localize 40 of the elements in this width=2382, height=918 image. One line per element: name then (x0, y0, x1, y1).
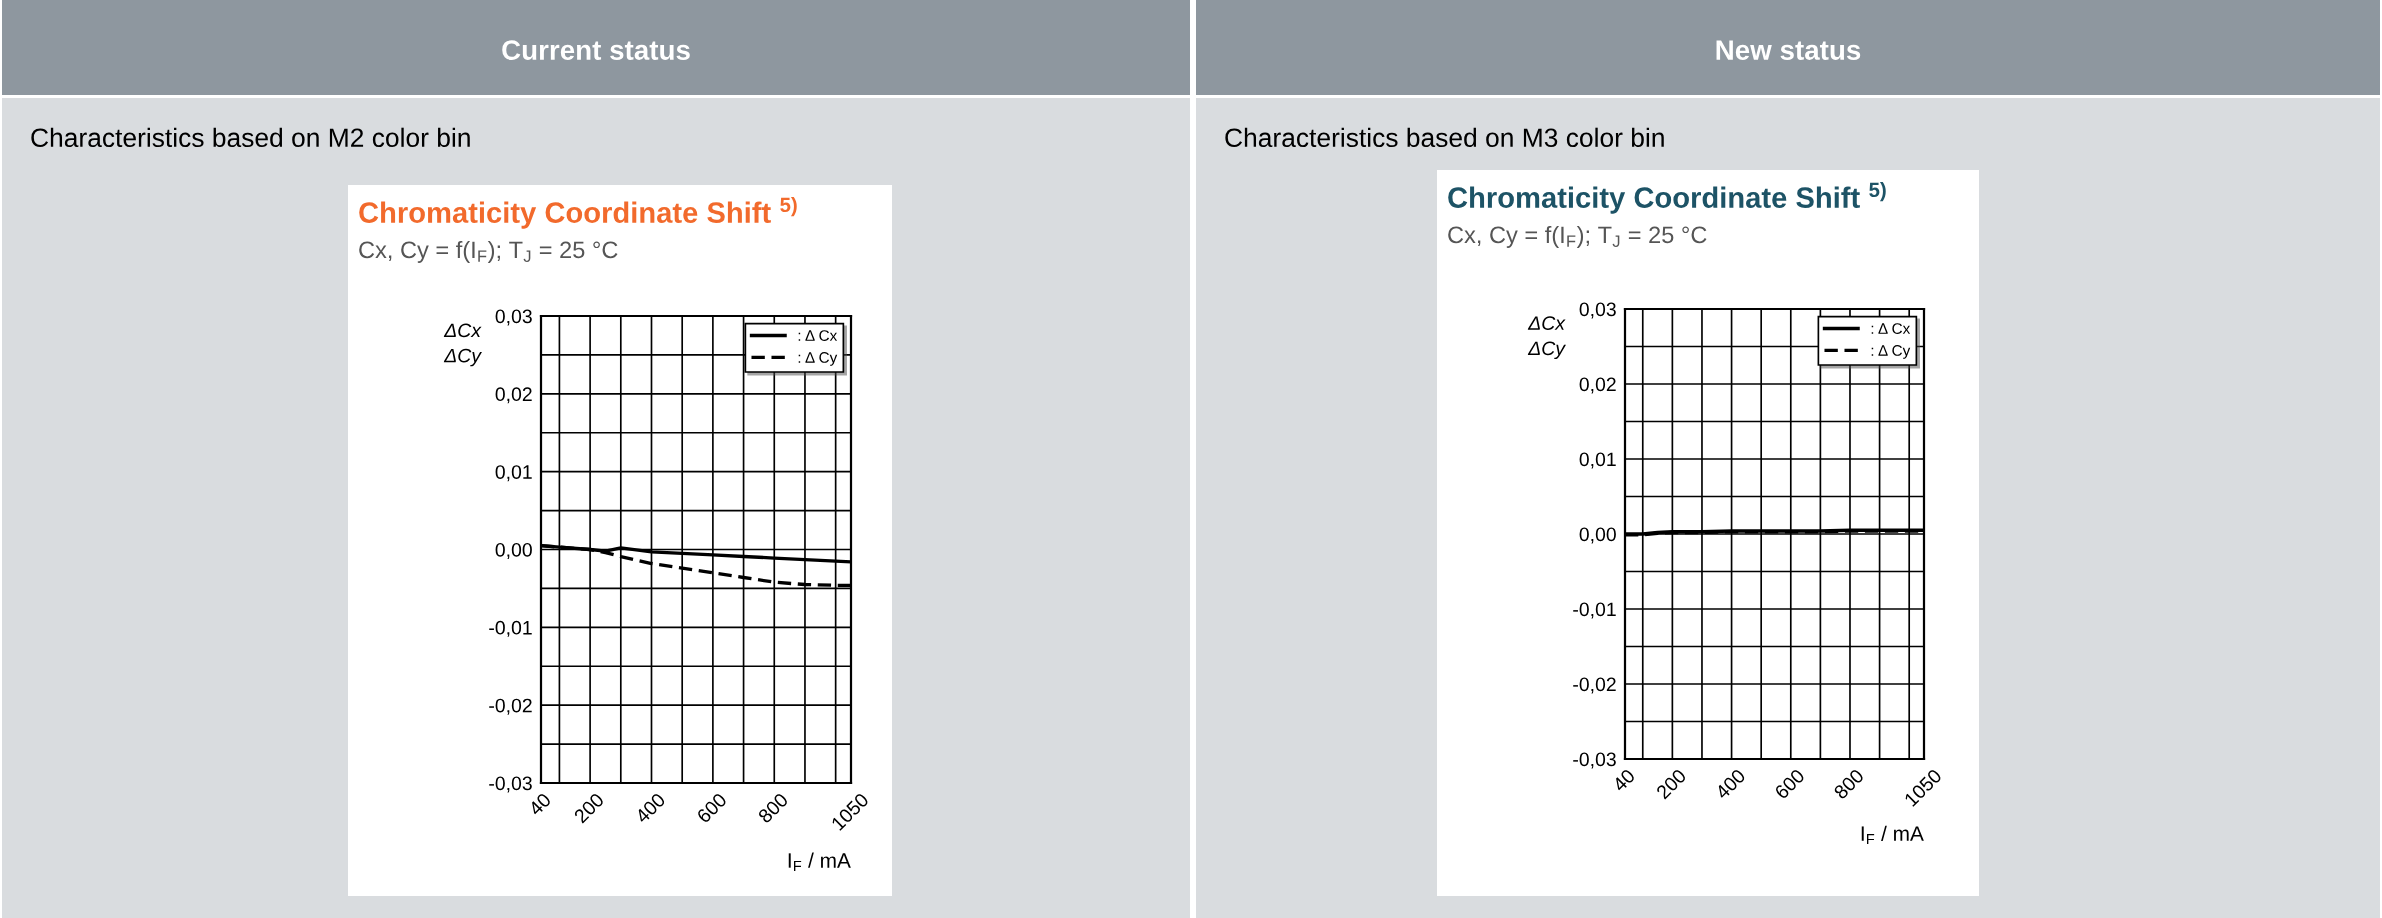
y-tick-label: -0,02 (1573, 677, 1616, 694)
legend-label: : Δ Cx (798, 330, 838, 341)
x-axis-title: I$_{F}$ / mA (1861, 825, 1924, 845)
y-axis-title: ΔCx ΔCy (1527, 316, 1566, 360)
y-tick-label: -0,03 (1573, 752, 1616, 769)
x-tick-label: 200 (573, 792, 605, 824)
x-tick-label: 600 (696, 792, 728, 824)
x-tick-label: 400 (634, 792, 667, 825)
x-tick-label: 600 (1773, 768, 1806, 800)
x-axis-title: I$_{F}$ / mA (788, 852, 851, 871)
y-tick-label: -0,01 (1573, 602, 1616, 619)
chart-subtitle: Cx, Cy = f(I$_{F}$); T$_{J}$ = 25 °C (359, 240, 618, 263)
y-axis-title: ΔCx ΔCy (443, 323, 482, 367)
legend-label: : Δ Cx (1871, 323, 1911, 334)
text: Current status (502, 40, 690, 60)
text: Characteristics based on M2 color bin (31, 127, 470, 148)
text: Characteristics based on M3 color bin (1225, 127, 1664, 148)
chart-title: Chromaticity Coordinate Shift $^{5)}$ (359, 197, 797, 229)
y-tick-label: -0,02 (489, 698, 532, 715)
y-tick-label: 0,00 (495, 542, 532, 560)
y-tick-label: -0,01 (489, 620, 532, 637)
x-tick-label: 800 (757, 792, 789, 824)
y-tick-label: 0,02 (495, 387, 532, 404)
y-tick-label: 0,01 (1579, 452, 1616, 469)
chart-subtitle: Cx, Cy = f(I$_{F}$); T$_{J}$ = 25 °C (1448, 225, 1707, 248)
chart-title: Chromaticity Coordinate Shift $^{5)}$ (1448, 182, 1886, 214)
y-tick-label: 0,03 (495, 309, 532, 326)
text: New status (1716, 40, 1861, 60)
x-tick-label: 800 (1833, 768, 1865, 800)
y-tick-label: 0,02 (1579, 377, 1616, 394)
x-tick-label: 400 (1714, 768, 1747, 801)
y-tick-label: 0,00 (1579, 527, 1616, 544)
y-tick-label: 0,03 (1579, 302, 1616, 319)
x-tick-label: 40 (1611, 768, 1636, 793)
legend-label: : Δ Cy (1871, 345, 1911, 359)
y-tick-label: 0,01 (495, 465, 532, 482)
legend-label: : Δ Cy (798, 352, 838, 366)
x-tick-label: 200 (1655, 768, 1687, 800)
x-tick-label: 40 (527, 792, 552, 817)
y-tick-label: -0,03 (489, 776, 532, 793)
